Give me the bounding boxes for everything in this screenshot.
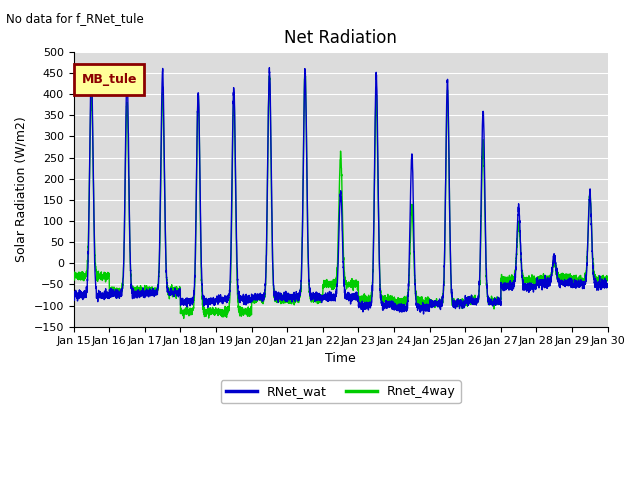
Rnet_4way: [301, 68, 309, 73]
RNet_wat: [88, 63, 95, 69]
RNet_wat: [431, 300, 438, 306]
Rnet_4way: [180, 315, 188, 321]
Line: Rnet_4way: Rnet_4way: [74, 71, 607, 318]
RNet_wat: [321, 297, 328, 302]
RNet_wat: [420, 311, 428, 317]
Text: No data for f_RNet_tule: No data for f_RNet_tule: [6, 12, 144, 25]
Rnet_4way: [431, 299, 438, 305]
Rnet_4way: [321, 282, 328, 288]
Rnet_4way: [491, 301, 499, 307]
Title: Net Radiation: Net Radiation: [284, 29, 397, 48]
Rnet_4way: [70, 276, 77, 282]
Rnet_4way: [604, 273, 611, 279]
RNet_wat: [166, 291, 173, 297]
Rnet_4way: [604, 276, 611, 281]
Legend: RNet_wat, Rnet_4way: RNet_wat, Rnet_4way: [221, 380, 461, 403]
Rnet_4way: [166, 290, 173, 296]
X-axis label: Time: Time: [325, 352, 356, 365]
Rnet_4way: [461, 301, 468, 307]
RNet_wat: [604, 282, 611, 288]
Text: MB_tule: MB_tule: [82, 73, 138, 86]
Y-axis label: Solar Radiation (W/m2): Solar Radiation (W/m2): [15, 116, 28, 262]
RNet_wat: [461, 301, 468, 307]
RNet_wat: [604, 284, 611, 289]
RNet_wat: [491, 300, 499, 306]
Line: RNet_wat: RNet_wat: [74, 66, 607, 314]
RNet_wat: [70, 294, 77, 300]
